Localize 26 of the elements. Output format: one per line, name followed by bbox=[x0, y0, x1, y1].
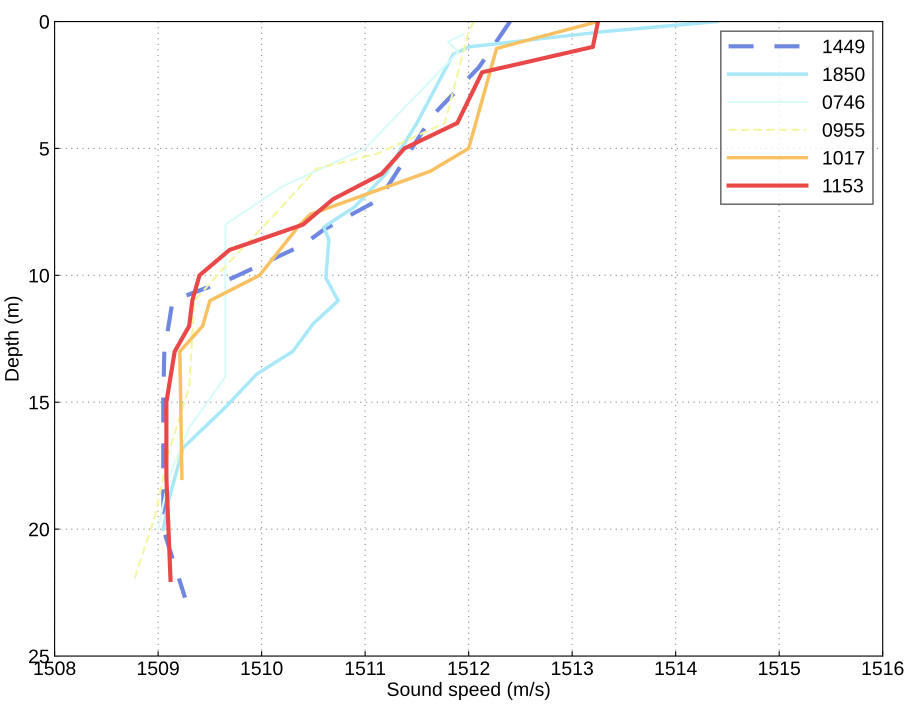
y-axis-title: Depth (m) bbox=[4, 296, 23, 380]
x-tick-label: 1514 bbox=[656, 662, 697, 676]
y-tick-label: 0 bbox=[40, 14, 49, 29]
legend-label: 1017 bbox=[823, 150, 864, 165]
legend-label: 1850 bbox=[823, 67, 864, 82]
y-tick-label: 20 bbox=[29, 522, 49, 536]
line-series bbox=[157, 33, 465, 530]
x-tick-label: 1511 bbox=[346, 662, 386, 676]
legend-label: 1153 bbox=[823, 178, 863, 193]
line-series bbox=[133, 22, 475, 581]
x-tick-label: 1516 bbox=[862, 661, 904, 676]
line-series bbox=[164, 22, 600, 582]
x-tick-label: 1515 bbox=[759, 662, 800, 676]
x-tick-label: 1509 bbox=[138, 661, 179, 676]
x-tick-label: 1510 bbox=[241, 661, 282, 676]
y-tick-label: 25 bbox=[29, 650, 49, 664]
x-tick-label: 1513 bbox=[552, 661, 593, 676]
y-tick-label: 10 bbox=[30, 268, 49, 283]
legend-label: 0746 bbox=[822, 95, 864, 109]
x-axis-title: Sound speed (m/s) bbox=[387, 682, 550, 700]
x-tick-label: 1508 bbox=[34, 661, 76, 676]
y-tick-label: 5 bbox=[40, 142, 49, 156]
legend-label: 0955 bbox=[822, 123, 864, 137]
y-tick-label: 15 bbox=[30, 396, 49, 410]
legend-label: 1449 bbox=[823, 40, 864, 54]
x-tick-label: 1512 bbox=[448, 661, 490, 676]
